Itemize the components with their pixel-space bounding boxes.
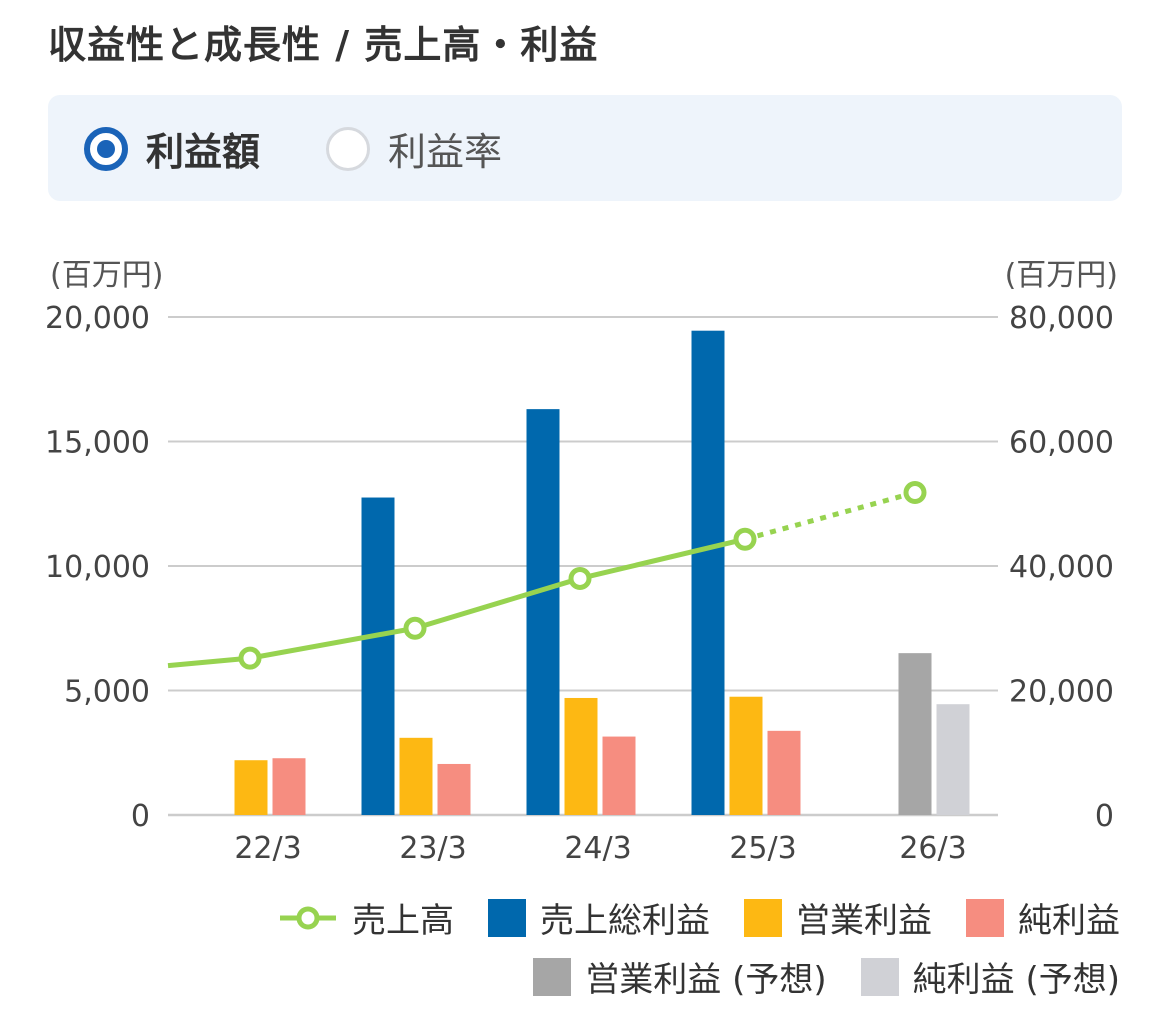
sales-point[interactable] <box>903 481 927 505</box>
right-tick-label: 80,000 <box>1009 301 1114 336</box>
bar-net-profit[interactable] <box>767 730 801 815</box>
bar-net-profit[interactable] <box>437 763 471 815</box>
bar-gross-profit[interactable] <box>691 330 725 815</box>
legend-item[interactable]: 売上総利益 <box>488 893 710 942</box>
bar-net-forecast[interactable] <box>936 704 970 815</box>
right-tick-label: 20,000 <box>1009 675 1114 710</box>
right-tick-label: 40,000 <box>1009 550 1114 585</box>
bar-operating-profit[interactable] <box>234 760 268 815</box>
sales-point[interactable] <box>238 646 262 670</box>
left-tick-label: 20,000 <box>45 301 150 336</box>
legend-line-icon <box>280 906 336 929</box>
left-tick-label: 5,000 <box>64 675 150 710</box>
legend-row-1: 売上高 売上総利益 営業利益 純利益 <box>278 893 1120 942</box>
legend-item[interactable]: 売上高 <box>278 893 454 942</box>
x-tick-label: 22/3 <box>234 831 301 866</box>
legend-item[interactable]: 純利益 <box>966 893 1120 942</box>
bar-operating-profit[interactable] <box>399 737 433 815</box>
left-axis-unit: (百万円) <box>50 258 163 293</box>
left-tick-label: 15,000 <box>45 426 150 461</box>
legend-label: 純利益 <box>1018 901 1120 941</box>
legend-item[interactable]: 営業利益 (予想) <box>533 952 827 1001</box>
sales-point[interactable] <box>403 616 427 640</box>
x-tick-label: 25/3 <box>729 831 796 866</box>
x-tick-label: 23/3 <box>399 831 466 866</box>
left-tick-label: 10,000 <box>45 550 150 585</box>
legend-swatch-icon <box>860 957 899 996</box>
bar-gross-profit[interactable] <box>526 409 560 815</box>
radio-label-profit-rate: 利益率 <box>388 130 503 174</box>
legend-swatch-icon <box>966 898 1004 937</box>
sales-line <box>167 536 746 669</box>
radio-profit-amount[interactable]: 利益額 <box>84 121 260 176</box>
legend-swatch-icon <box>533 957 572 996</box>
x-tick-label: 26/3 <box>899 831 966 866</box>
radio-label-profit-amount: 利益額 <box>146 130 261 174</box>
bar-gross-profit[interactable] <box>361 497 395 815</box>
right-tick-label: 60,000 <box>1009 426 1114 461</box>
bar-net-profit[interactable] <box>272 758 306 815</box>
right-axis-unit: (百万円) <box>1005 258 1118 293</box>
legend-swatch-icon <box>488 898 526 937</box>
sales-forecast-line <box>744 490 916 542</box>
metric-toggle-panel: 利益額 利益率 <box>48 95 1122 201</box>
legend-row-2: 営業利益 (予想) 純利益 (予想) <box>533 952 1120 1001</box>
legend-swatch-icon <box>744 898 782 937</box>
legend-item[interactable]: 営業利益 <box>744 893 932 942</box>
legend-label: 売上高 <box>352 901 454 941</box>
radio-profit-rate[interactable]: 利益率 <box>326 121 502 176</box>
radio-unselected-icon <box>326 126 370 171</box>
sales-point[interactable] <box>733 527 757 551</box>
bar-operating-forecast[interactable] <box>898 653 932 815</box>
legend-label: 純利益 (予想) <box>912 960 1120 1000</box>
bar-net-profit[interactable] <box>602 736 636 815</box>
legend-label: 営業利益 <box>796 901 932 941</box>
legend-item[interactable]: 純利益 (予想) <box>860 952 1120 1001</box>
bar-operating-profit[interactable] <box>564 697 598 815</box>
bar-operating-profit[interactable] <box>729 696 763 815</box>
page-title: 収益性と成長性 / 売上高・利益 <box>48 23 599 67</box>
sales-point[interactable] <box>568 566 592 590</box>
left-tick-label: 0 <box>131 799 150 834</box>
right-tick-label: 0 <box>1095 799 1114 834</box>
legend-label: 売上総利益 <box>540 901 710 941</box>
legend-label: 営業利益 (予想) <box>585 960 827 1000</box>
x-tick-label: 24/3 <box>564 831 631 866</box>
radio-selected-icon <box>84 126 128 171</box>
